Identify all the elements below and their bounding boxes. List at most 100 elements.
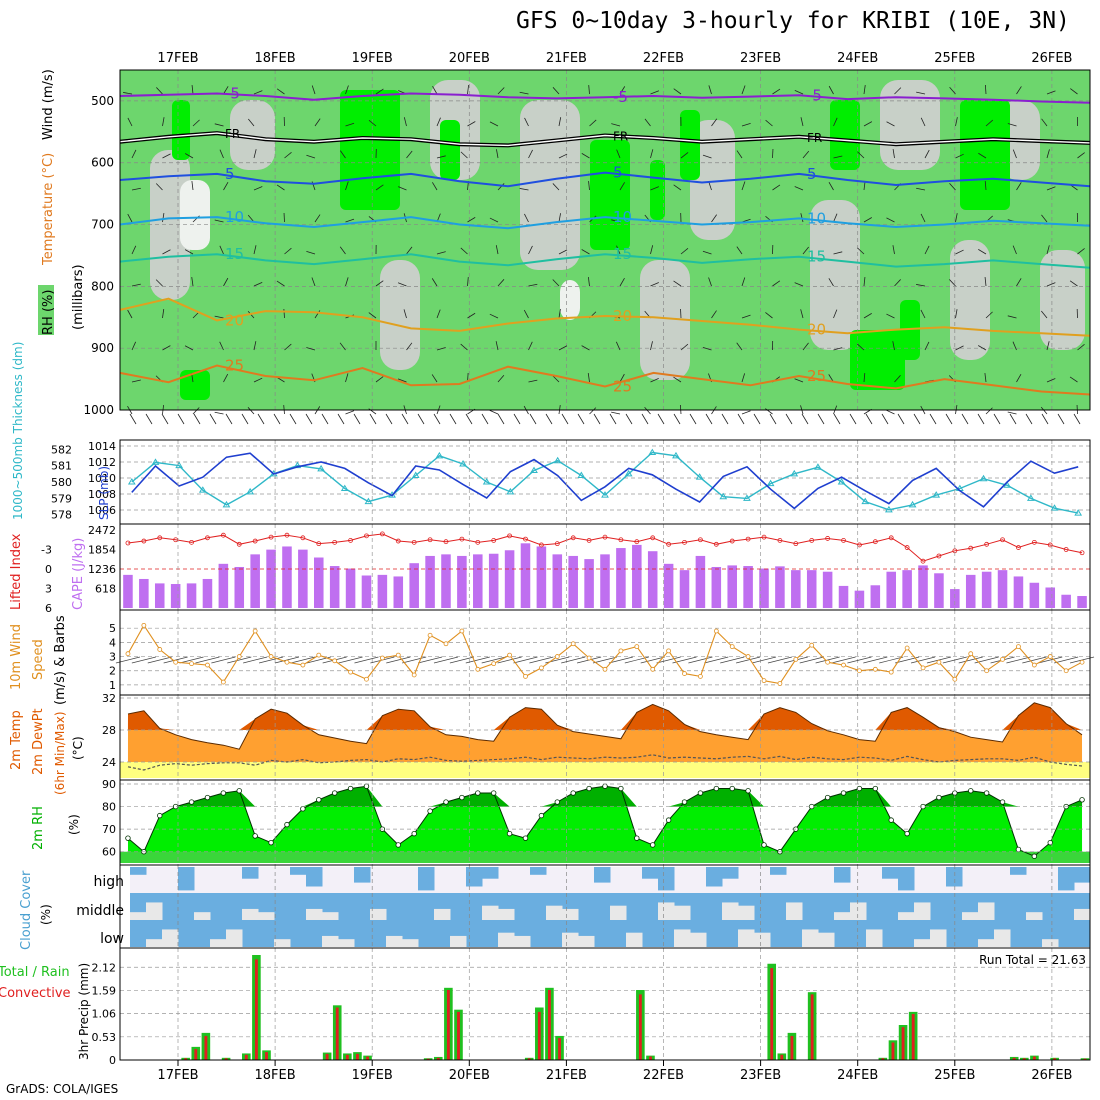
surface-wind-barb bbox=[561, 413, 569, 425]
wind-speed-marker bbox=[650, 666, 656, 672]
precip-label-convective: Convective bbox=[0, 986, 71, 1001]
wind-barb bbox=[243, 656, 268, 664]
dewpoint-line bbox=[127, 754, 1083, 771]
wind-barb bbox=[833, 347, 843, 351]
cape-bar bbox=[345, 568, 356, 608]
thickness-marker bbox=[932, 491, 941, 498]
cloud-clear-cell bbox=[210, 939, 227, 947]
rh2m-marker bbox=[363, 783, 370, 789]
wind-barb bbox=[162, 213, 165, 223]
surface-wind-barb bbox=[689, 413, 697, 425]
li-marker bbox=[682, 539, 687, 545]
wind-barb bbox=[398, 186, 407, 191]
wind-barb bbox=[894, 279, 901, 287]
wind-barb bbox=[702, 250, 712, 255]
cape-bar bbox=[552, 554, 563, 608]
wind-speed-marker bbox=[984, 668, 990, 674]
rh2m-marker bbox=[650, 842, 656, 848]
precip-axis-label: 3hr Precip (mm) bbox=[77, 963, 91, 1060]
rh2m-tick-label: 70 bbox=[102, 823, 116, 836]
wind-barb bbox=[592, 656, 618, 664]
rh-saturated-patch bbox=[172, 100, 190, 160]
li-marker bbox=[761, 534, 767, 540]
wind-barb bbox=[311, 277, 316, 287]
wind-barb bbox=[802, 150, 810, 159]
wind-barb bbox=[528, 149, 533, 159]
cape-bar bbox=[632, 544, 642, 608]
wind10-label-c: (m/s) & Barbs bbox=[53, 615, 68, 705]
rh2m-marker bbox=[1031, 853, 1038, 859]
wind-barb bbox=[192, 119, 200, 127]
wind-barb bbox=[736, 150, 743, 159]
wind-barb bbox=[1016, 374, 1022, 383]
date-label-bottom: 23FEB bbox=[740, 1068, 781, 1083]
precip-tick-label: 0.53 bbox=[92, 1031, 117, 1044]
wind-barb bbox=[949, 86, 956, 95]
cloud-clear-cell bbox=[514, 935, 531, 947]
cloud-clear-cell bbox=[786, 902, 803, 920]
surface-wind-barb bbox=[305, 413, 313, 425]
wind-barb bbox=[581, 345, 590, 351]
rh2m-marker bbox=[490, 790, 497, 796]
wind-barb bbox=[460, 151, 468, 159]
wind-speed-marker bbox=[570, 641, 576, 647]
thickness-marker bbox=[743, 494, 751, 501]
wind-speed-marker bbox=[538, 665, 544, 671]
cape-bar bbox=[266, 549, 276, 608]
wind-speed-marker bbox=[1016, 644, 1021, 650]
cloud-clear-cell bbox=[738, 929, 755, 947]
precip-convective-bar bbox=[1012, 1057, 1016, 1060]
li-marker bbox=[666, 541, 672, 547]
thickness-marker bbox=[151, 458, 160, 465]
cape-bar bbox=[393, 576, 404, 608]
wind-speed-marker bbox=[841, 662, 846, 668]
wind-barb bbox=[460, 343, 468, 351]
wind-barb bbox=[1046, 282, 1056, 287]
cape-bar bbox=[123, 574, 133, 608]
cape-bar bbox=[775, 566, 785, 608]
cloud-clear-cell bbox=[434, 908, 451, 920]
cape-axis-label: CAPE (J/kg) bbox=[71, 538, 86, 610]
thickness-marker bbox=[601, 491, 609, 498]
wind-barb bbox=[892, 149, 895, 159]
wind-speed-marker bbox=[411, 672, 417, 678]
wind-barb bbox=[214, 219, 224, 223]
wind-barb bbox=[162, 309, 165, 319]
precip-convective-bar bbox=[204, 1035, 208, 1060]
rh-low-patch bbox=[1040, 250, 1085, 350]
rh-saturated-patch bbox=[340, 90, 400, 210]
rh-low-patch bbox=[230, 100, 275, 170]
wind-barb bbox=[879, 656, 904, 664]
wind-barb bbox=[368, 120, 377, 127]
cloud-clear-cell bbox=[802, 929, 819, 947]
precip-convective-bar bbox=[335, 1007, 339, 1060]
li-marker bbox=[618, 537, 624, 543]
wind-barb bbox=[800, 309, 804, 319]
li-marker bbox=[141, 538, 147, 544]
wind-barb bbox=[1038, 656, 1063, 664]
cape-tick-label: 1854 bbox=[88, 544, 116, 557]
rh2m-high-area bbox=[127, 786, 1083, 807]
cloud-clear-cell bbox=[130, 912, 147, 920]
rh2m-marker bbox=[331, 790, 338, 796]
wind-barb bbox=[195, 656, 220, 664]
wind-barb bbox=[1046, 341, 1050, 351]
temp-line bbox=[127, 702, 1083, 750]
rh2m-marker bbox=[665, 817, 672, 823]
wind-barb bbox=[985, 407, 993, 415]
wind-barb bbox=[431, 278, 438, 287]
wind-speed-marker bbox=[236, 654, 242, 659]
wind-barb bbox=[497, 279, 505, 287]
wind-barb bbox=[581, 153, 590, 159]
wind-barb bbox=[1070, 88, 1078, 95]
wind-speed-marker bbox=[459, 628, 465, 634]
wind-barb bbox=[253, 90, 263, 95]
cape-bar bbox=[997, 570, 1008, 608]
wind-barb bbox=[955, 249, 964, 255]
contour-label: FR bbox=[225, 127, 240, 141]
cloud-clear-cell bbox=[498, 932, 515, 947]
cloud-clear-cell bbox=[578, 935, 595, 947]
date-label-bottom: 17FEB bbox=[157, 1068, 198, 1083]
li-marker bbox=[364, 533, 369, 539]
